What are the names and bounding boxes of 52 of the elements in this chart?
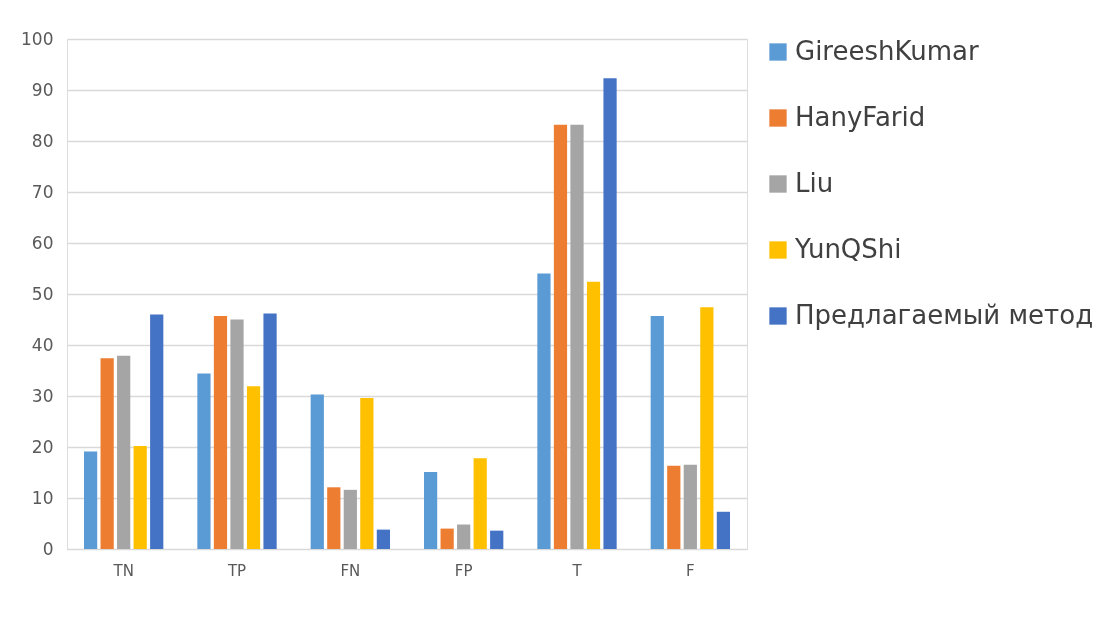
bar	[440, 528, 454, 549]
x-tick-label: FN	[340, 561, 361, 580]
bar	[100, 358, 114, 549]
bar	[537, 273, 551, 549]
legend-label: HanyFarid	[795, 102, 926, 132]
bar	[650, 315, 664, 549]
y-tick-label: 50	[31, 283, 54, 304]
bar	[213, 315, 228, 549]
x-tick-label: TP	[226, 561, 247, 580]
x-tick-label: TN	[112, 561, 134, 580]
bar	[553, 124, 568, 549]
bar	[700, 307, 714, 549]
bar	[490, 530, 504, 549]
x-tick-label: F	[686, 561, 695, 580]
y-tick-label: 40	[31, 334, 54, 355]
bar	[716, 511, 730, 549]
legend-label: Liu	[795, 168, 834, 198]
bar	[263, 313, 277, 549]
bar	[343, 489, 357, 549]
bar	[667, 465, 681, 549]
y-tick-label: 80	[31, 130, 54, 151]
y-tick-label: 90	[31, 79, 54, 100]
bar	[376, 529, 390, 549]
bar	[197, 373, 211, 549]
bar	[570, 124, 584, 549]
y-tick-label: 60	[31, 232, 54, 253]
bar	[246, 386, 261, 549]
x-tick-label: T	[571, 561, 583, 580]
bar	[603, 78, 617, 549]
bar	[230, 319, 244, 549]
bar	[360, 398, 374, 549]
bar	[586, 281, 601, 549]
bar	[683, 464, 697, 549]
bar	[150, 314, 164, 549]
y-tick-label: 70	[31, 181, 54, 202]
y-tick-label: 30	[31, 385, 54, 406]
bar	[457, 524, 471, 549]
bar	[133, 445, 147, 549]
y-tick-label: 100	[21, 28, 54, 49]
y-tick-label: 0	[42, 538, 54, 559]
legend-label: Предлагаемый метод	[795, 300, 1094, 330]
bar	[473, 458, 487, 549]
bar	[424, 471, 438, 549]
y-tick-label: 10	[31, 487, 54, 508]
x-tick-label: FP	[454, 561, 473, 580]
bar	[84, 451, 98, 549]
legend-label: GireeshKumar	[795, 36, 979, 66]
bar	[327, 487, 341, 549]
bar	[310, 394, 324, 549]
legend-label: YunQShi	[794, 234, 902, 264]
bar	[117, 355, 131, 549]
y-tick-label: 20	[31, 436, 54, 457]
